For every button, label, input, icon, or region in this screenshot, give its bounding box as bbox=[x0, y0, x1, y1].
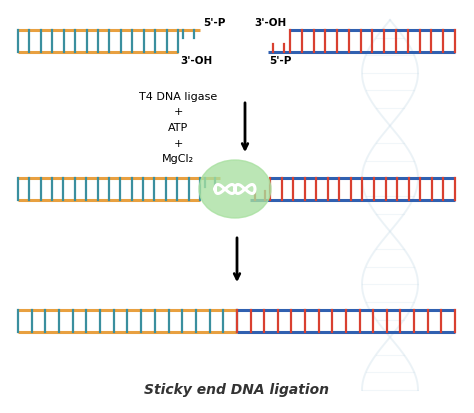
Text: T4 DNA ligase
+
ATP
+
MgCl₂: T4 DNA ligase + ATP + MgCl₂ bbox=[139, 92, 217, 164]
Text: 3'-OH: 3'-OH bbox=[255, 18, 287, 28]
Text: Sticky end DNA ligation: Sticky end DNA ligation bbox=[145, 383, 329, 397]
Ellipse shape bbox=[199, 160, 271, 218]
Text: 3'-OH: 3'-OH bbox=[180, 56, 212, 66]
Text: 5'-P: 5'-P bbox=[203, 18, 225, 28]
Text: 5'-P: 5'-P bbox=[269, 56, 292, 66]
